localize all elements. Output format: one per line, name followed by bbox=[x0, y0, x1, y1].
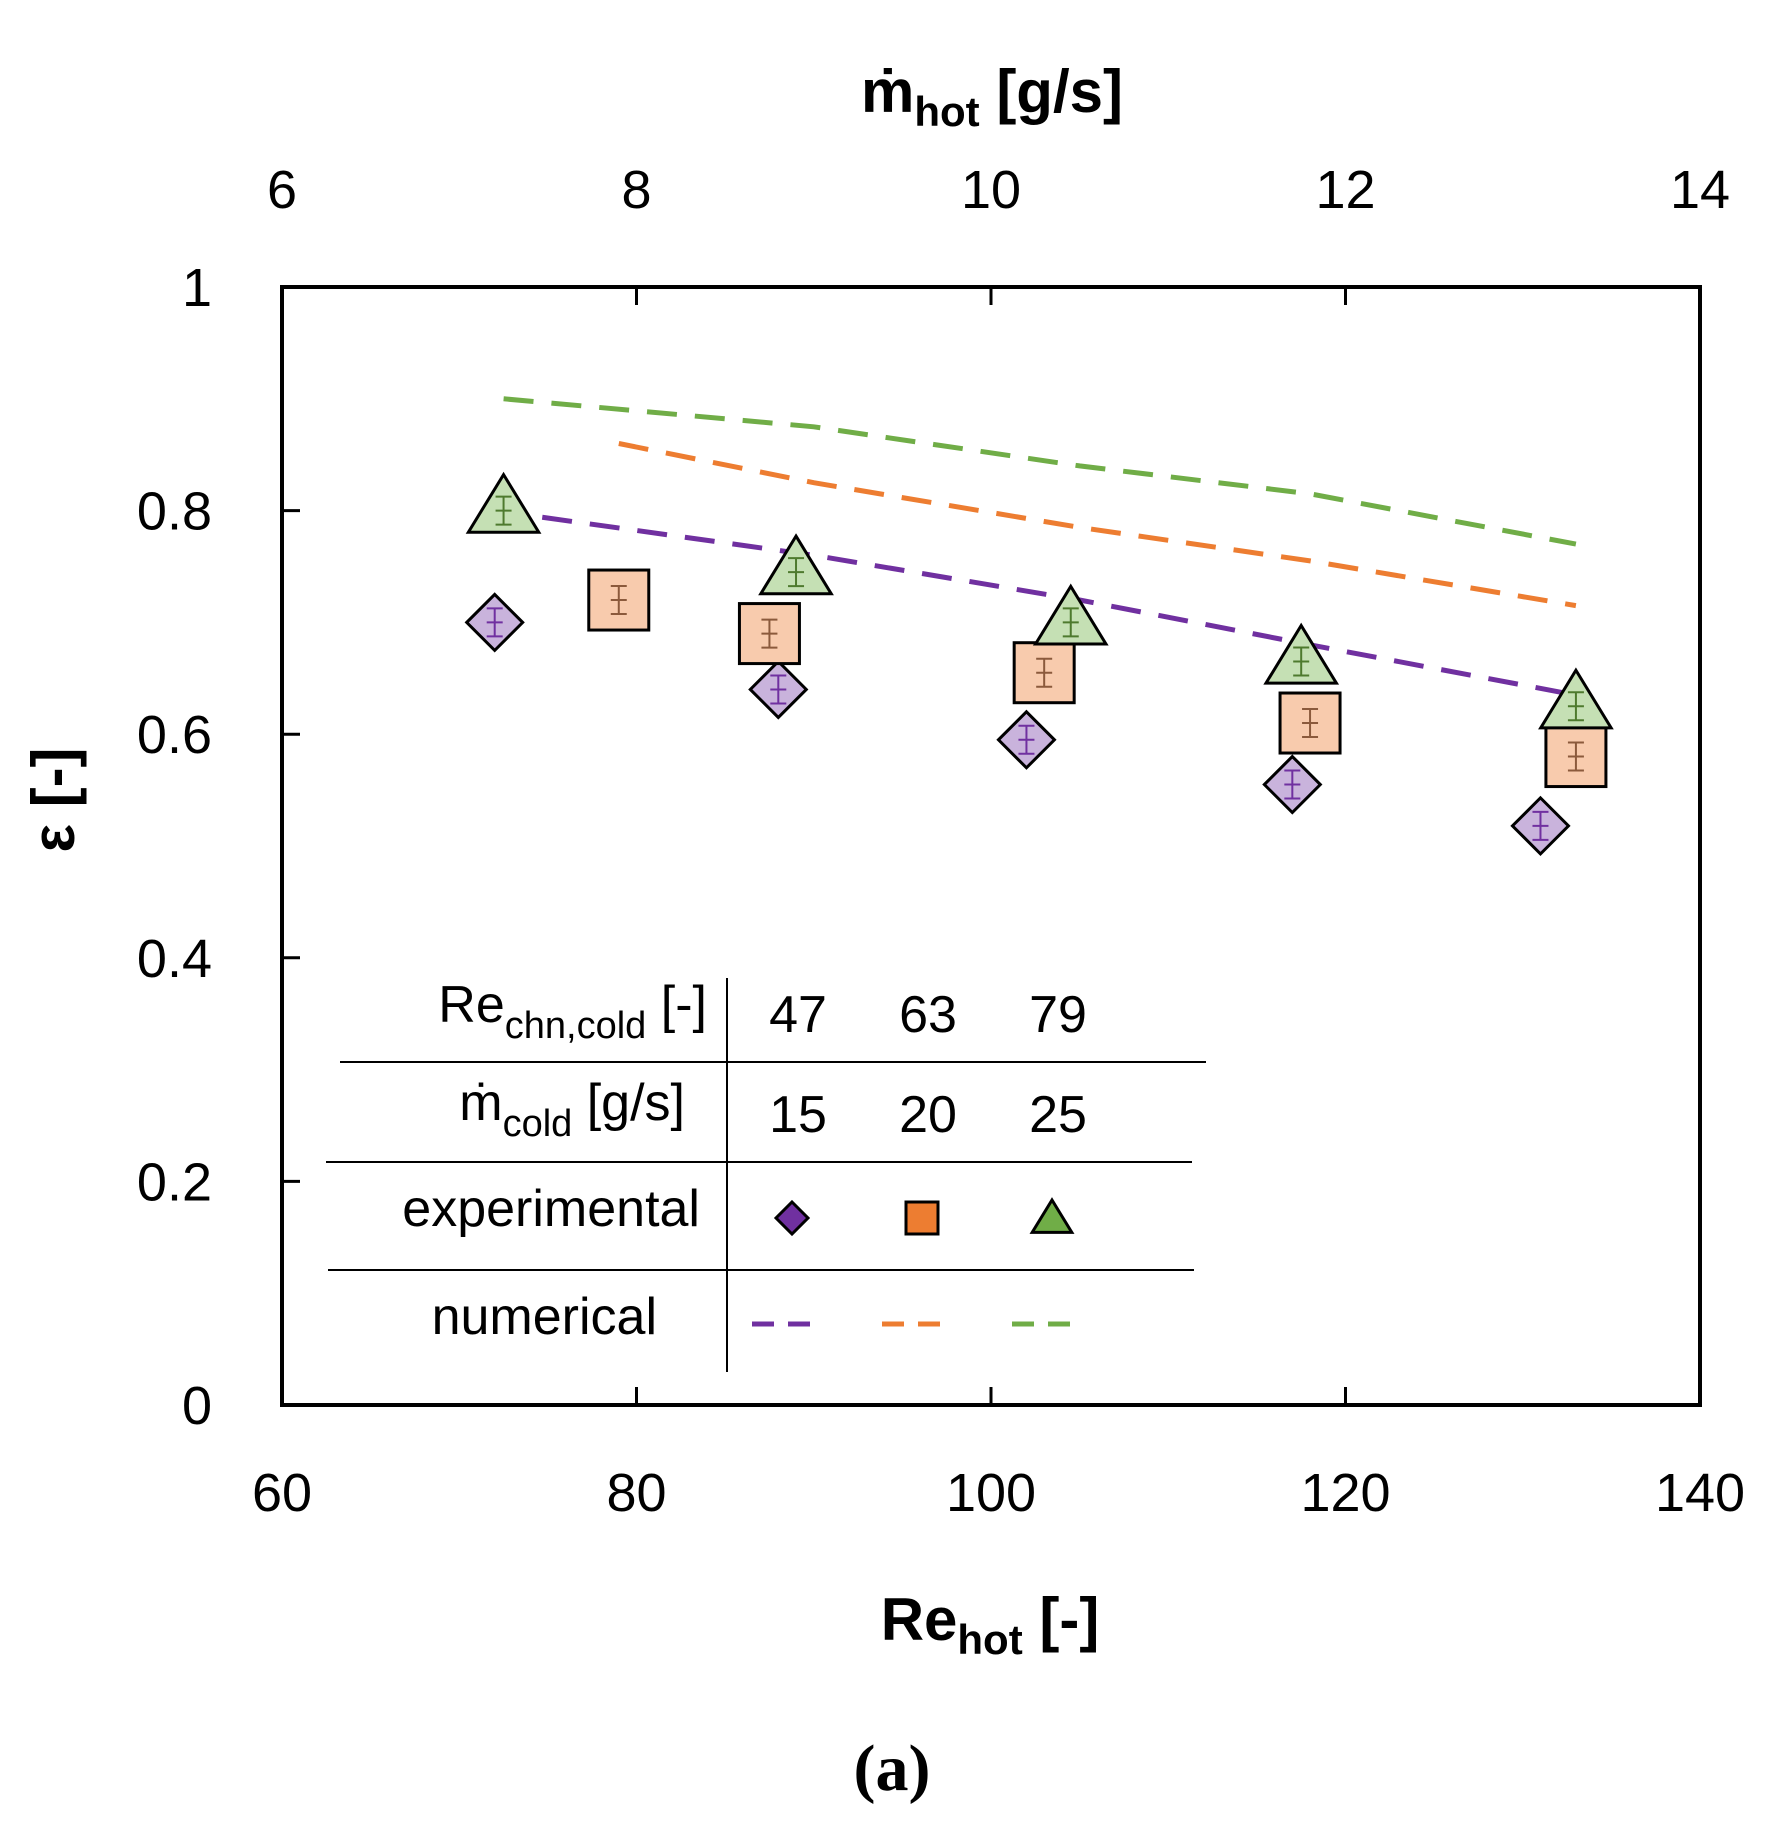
y-tick-label: 0.6 bbox=[137, 705, 212, 765]
y-tick-label: 0.4 bbox=[137, 929, 212, 989]
x2-tick-label: 14 bbox=[1670, 160, 1730, 220]
legend-re-value: 63 bbox=[899, 986, 957, 1044]
legend-mdot-value: 25 bbox=[1029, 1086, 1087, 1144]
legend-row-mdot-label: ṁcold [g/s] bbox=[459, 1074, 685, 1145]
legend-row-re-main: Re bbox=[438, 976, 504, 1034]
panel-label: (a) bbox=[854, 1732, 931, 1805]
experimental-error-bar-series-2 bbox=[1302, 708, 1319, 739]
experimental-error-bar-series-1 bbox=[1018, 724, 1035, 755]
x-tick-label: 60 bbox=[252, 1463, 312, 1523]
legend-re-value: 79 bbox=[1029, 986, 1087, 1044]
y-tick-label: 0.8 bbox=[137, 482, 212, 542]
experimental-markers bbox=[464, 471, 1614, 856]
x2-tick-label: 10 bbox=[961, 160, 1021, 220]
experimental-error-bar-series-3 bbox=[1567, 691, 1584, 722]
numerical-line-series-2 bbox=[618, 441, 1577, 609]
legend-cells: 47 15 63 20 79 25 bbox=[752, 986, 1087, 1327]
marker-diamond bbox=[773, 1199, 811, 1237]
experimental-error-bar-series-1 bbox=[486, 607, 503, 638]
marker-triangle bbox=[1029, 1197, 1075, 1234]
x2-axis-title-unit: [g/s] bbox=[980, 58, 1123, 125]
legend: Rechn,cold [-] ṁcold [g/s] experimental … bbox=[326, 976, 1206, 1372]
legend-row-experimental-label: experimental bbox=[402, 1180, 700, 1238]
x-axis-title-main: Re bbox=[881, 1586, 958, 1653]
x2-axis-title-main: ṁ bbox=[861, 58, 914, 125]
legend-row-re-label: Rechn,cold [-] bbox=[438, 976, 707, 1047]
experimental-error-bar-series-2 bbox=[1036, 657, 1053, 688]
legend-mdot-value: 15 bbox=[769, 1086, 827, 1144]
x-axis-title-sub: hot bbox=[957, 1616, 1022, 1663]
legend-row-mdot-unit: [g/s] bbox=[572, 1074, 685, 1132]
y-tick-label: 0 bbox=[182, 1376, 212, 1436]
legend-marker bbox=[904, 1200, 940, 1236]
legend-marker bbox=[773, 1199, 811, 1237]
experimental-error-bar-series-1 bbox=[770, 674, 787, 705]
x2-axis-title-sub: hot bbox=[914, 88, 979, 135]
y-tick-label: 1 bbox=[182, 258, 212, 318]
tick-marks bbox=[282, 287, 1347, 1405]
y-tick-label: 0.2 bbox=[137, 1152, 212, 1212]
x-tick-label: 80 bbox=[606, 1463, 666, 1523]
legend-row-re-unit: [-] bbox=[646, 976, 707, 1034]
experimental-error-bar-series-3 bbox=[1293, 646, 1310, 677]
experimental-error-bar-series-2 bbox=[761, 618, 778, 649]
marker-square bbox=[904, 1200, 940, 1236]
legend-re-value: 47 bbox=[769, 986, 827, 1044]
legend-row-re-sub: chn,cold bbox=[505, 1005, 647, 1047]
x2-axis-title: ṁhot [g/s] bbox=[861, 58, 1123, 135]
experimental-error-bar-series-1 bbox=[1532, 810, 1549, 841]
experimental-error-bar-series-3 bbox=[1062, 607, 1079, 638]
numerical-line-series-3 bbox=[503, 396, 1577, 547]
y-axis-title: ε [-] bbox=[20, 747, 87, 852]
legend-mdot-value: 20 bbox=[899, 1086, 957, 1144]
x2-tick-label: 12 bbox=[1315, 160, 1375, 220]
legend-row-numerical-label: numerical bbox=[432, 1288, 657, 1346]
experimental-error-bar-series-2 bbox=[610, 585, 627, 616]
experimental-error-bar-series-3 bbox=[495, 495, 512, 526]
x-axis-title-unit: [-] bbox=[1023, 1586, 1100, 1653]
legend-row-mdot-main: ṁ bbox=[459, 1074, 502, 1132]
x-tick-label: 120 bbox=[1300, 1463, 1390, 1523]
legend-row-mdot-sub: cold bbox=[503, 1103, 573, 1145]
plot-area bbox=[280, 285, 1702, 1407]
x-axis-title: Rehot [-] bbox=[881, 1586, 1100, 1663]
legend-marker bbox=[1029, 1197, 1075, 1234]
x-tick-label: 140 bbox=[1655, 1463, 1745, 1523]
x-tick-label: 100 bbox=[946, 1463, 1036, 1523]
x2-tick-label: 8 bbox=[621, 160, 651, 220]
experimental-error-bar-series-1 bbox=[1284, 769, 1301, 800]
x2-tick-label: 6 bbox=[267, 160, 297, 220]
experimental-error-bar-series-2 bbox=[1567, 741, 1584, 772]
experimental-error-bar-series-3 bbox=[788, 557, 805, 588]
